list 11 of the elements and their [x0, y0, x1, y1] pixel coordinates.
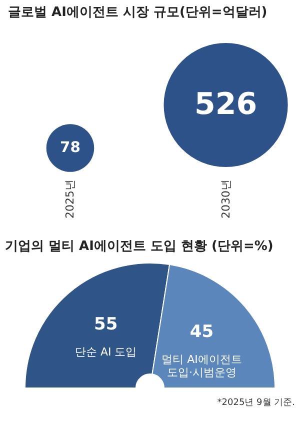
chart-title: 기업의 멀티 AI에이전트 도입 현황 (단위=%): [5, 239, 274, 254]
category-label: 2025년: [64, 180, 77, 218]
slice-label: 단순 AI 도입: [74, 345, 137, 358]
data-label: 55: [94, 314, 118, 334]
text: *2025년 9월 기준.: [217, 398, 295, 408]
data-label: 78: [60, 139, 80, 156]
data-label: 45: [190, 322, 214, 342]
category-label: 2030년: [219, 180, 232, 218]
slice-label: 멀티 AI에이전트 도입·시범운영: [162, 352, 242, 379]
text: 글로벌 AI에이전트 시장 규모(단위=억달러): [8, 5, 268, 20]
data-label: 526: [194, 87, 258, 122]
